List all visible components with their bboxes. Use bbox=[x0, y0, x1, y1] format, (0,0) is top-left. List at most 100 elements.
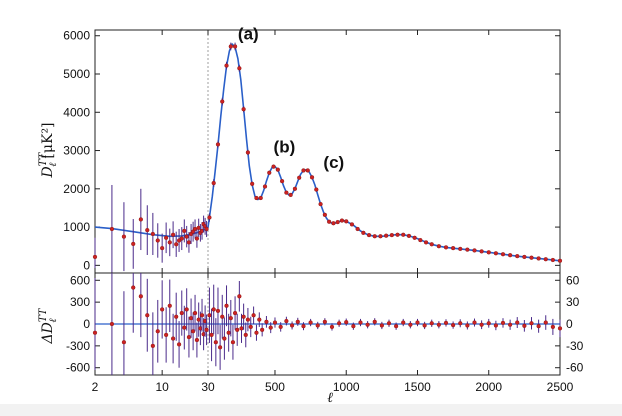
peak-annotation: (c) bbox=[323, 153, 344, 172]
residual-point bbox=[239, 326, 244, 331]
top-point bbox=[280, 179, 285, 184]
residual-point bbox=[451, 322, 456, 328]
residual-point bbox=[167, 303, 172, 308]
top-point bbox=[131, 241, 136, 247]
residual-ylabel-sup: TT bbox=[38, 307, 49, 322]
residual-point bbox=[379, 323, 384, 328]
residual-point bbox=[486, 321, 491, 326]
residual-point bbox=[422, 323, 427, 328]
top-point bbox=[211, 180, 216, 186]
residual-point bbox=[550, 324, 555, 330]
top-point bbox=[327, 219, 332, 224]
xtick-label: 1500 bbox=[404, 380, 431, 394]
top-point bbox=[254, 195, 259, 201]
top-point bbox=[557, 258, 563, 263]
residual-point bbox=[408, 322, 413, 327]
top-point bbox=[184, 234, 189, 239]
top-point bbox=[522, 254, 527, 260]
residual-point bbox=[264, 319, 269, 324]
residual-point bbox=[372, 319, 377, 324]
residual-point bbox=[224, 303, 229, 308]
top-point bbox=[318, 202, 323, 207]
top-point bbox=[92, 254, 98, 260]
residual-ylabel-sub: ℓ bbox=[48, 318, 59, 322]
top-point bbox=[204, 226, 209, 232]
residual-point bbox=[220, 314, 225, 319]
top-point bbox=[109, 226, 115, 232]
residual-point bbox=[199, 313, 205, 318]
residual-point bbox=[472, 320, 477, 325]
top-point bbox=[164, 235, 169, 240]
residual-point bbox=[145, 313, 150, 318]
top-point bbox=[436, 244, 441, 249]
top-point bbox=[389, 233, 394, 238]
top-point bbox=[361, 230, 366, 235]
top-point bbox=[500, 252, 506, 257]
residual-ytick-label: 0 bbox=[83, 317, 90, 331]
top-point bbox=[401, 232, 406, 237]
residual-point bbox=[443, 320, 449, 326]
residual-point bbox=[194, 337, 200, 343]
top-point bbox=[384, 233, 389, 238]
residual-ylabel-main: ΔD bbox=[40, 322, 56, 344]
residual-ytick-right-label: 30 bbox=[566, 295, 580, 309]
top-ytick-label: 5000 bbox=[63, 67, 90, 81]
top-ytick-label: 2000 bbox=[63, 182, 90, 196]
residual-ytick-label: 300 bbox=[70, 295, 90, 309]
top-point bbox=[529, 255, 534, 260]
residual-point bbox=[192, 310, 198, 316]
top-ytick-label: 0 bbox=[83, 258, 90, 272]
residual-point bbox=[176, 342, 182, 347]
top-point bbox=[508, 253, 513, 258]
top-point bbox=[121, 234, 127, 239]
top-point bbox=[443, 245, 449, 250]
top-point bbox=[372, 234, 377, 239]
top-point bbox=[322, 212, 327, 217]
residual-point bbox=[235, 327, 240, 332]
top-point bbox=[150, 231, 155, 237]
residual-point bbox=[251, 313, 256, 318]
top-point bbox=[331, 221, 336, 226]
xtick-label: 1000 bbox=[333, 380, 360, 394]
top-point bbox=[192, 226, 198, 232]
residual-ytick-label: -300 bbox=[66, 339, 90, 353]
xtick-label: 10 bbox=[155, 380, 169, 394]
top-point bbox=[250, 181, 255, 186]
residual-point bbox=[358, 320, 363, 325]
residual-point bbox=[365, 322, 370, 327]
top-ylabel-sub: ℓ bbox=[48, 163, 59, 167]
top-ylabel: DTTℓ [μK²] bbox=[38, 122, 59, 178]
top-ytick-label: 6000 bbox=[63, 29, 90, 43]
residual-point bbox=[351, 324, 356, 329]
top-point bbox=[237, 66, 242, 71]
residual-point bbox=[308, 320, 313, 325]
top-point bbox=[207, 215, 212, 220]
residual-point bbox=[215, 308, 221, 313]
residual-point bbox=[284, 318, 289, 324]
xtick-label: 2500 bbox=[547, 380, 574, 394]
x-axis-label: ℓ bbox=[327, 390, 333, 404]
residual-point bbox=[529, 321, 534, 326]
top-point bbox=[228, 44, 233, 49]
residual-point bbox=[329, 324, 335, 330]
xtick-label: 30 bbox=[201, 380, 215, 394]
residual-point bbox=[429, 321, 434, 326]
residual-point bbox=[493, 323, 498, 328]
top-point bbox=[288, 192, 293, 198]
residual-point bbox=[268, 325, 273, 330]
residual-point bbox=[522, 323, 527, 328]
top-point bbox=[423, 240, 429, 245]
top-point bbox=[232, 44, 238, 49]
top-point bbox=[339, 218, 345, 223]
top-point bbox=[451, 246, 456, 251]
top-point bbox=[314, 187, 319, 192]
top-point bbox=[262, 184, 268, 189]
top-point bbox=[395, 232, 400, 237]
residual-point bbox=[394, 324, 399, 329]
residual-point bbox=[138, 294, 143, 299]
residual-ytick-right-label: -60 bbox=[566, 361, 584, 375]
residual-point bbox=[272, 320, 278, 325]
residual-point bbox=[150, 343, 155, 348]
